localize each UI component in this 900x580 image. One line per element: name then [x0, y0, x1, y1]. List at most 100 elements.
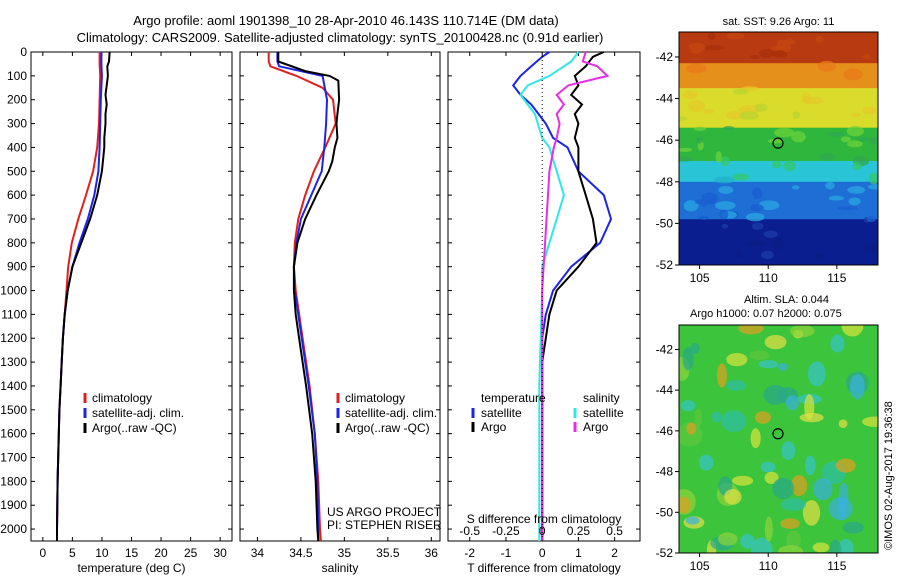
y-tick-label: 700	[7, 212, 27, 226]
sst-texture	[828, 195, 844, 201]
sst-texture	[721, 223, 729, 229]
sla-eddy	[780, 518, 800, 529]
sst-texture	[698, 215, 710, 220]
sst-texture	[715, 151, 722, 163]
y-tick-label: 2000	[0, 522, 27, 536]
y-tick-label: -48	[656, 175, 674, 189]
legend-label: climatology	[345, 391, 405, 405]
sst-texture	[679, 116, 687, 121]
sla-eddy	[804, 394, 815, 420]
sst-texture	[840, 136, 851, 143]
y-tick-label: -46	[656, 133, 674, 147]
x-axis-label: temperature (deg C)	[77, 561, 185, 575]
sla-eddy	[698, 454, 714, 471]
y-tick-label: -44	[656, 92, 674, 106]
sla-eddy	[694, 408, 703, 428]
sla-eddy	[812, 542, 830, 553]
y-tick-label: 1700	[0, 451, 27, 465]
sst-texture	[726, 32, 745, 40]
y-tick-label: 600	[7, 188, 27, 202]
sla-eddy	[780, 498, 806, 511]
sst-texture	[856, 136, 870, 142]
difference-panel: -2 -1 0 1 2T difference from climatology -0.5…	[447, 51, 641, 575]
sla-eddy	[738, 325, 764, 335]
map-field	[679, 325, 878, 553]
legend-label: satellite-adj. clim.	[92, 406, 184, 420]
sst-texture	[868, 172, 878, 185]
project-credit: US ARGO PROJECT	[327, 505, 442, 519]
sst-texture	[817, 60, 836, 72]
sla-eddy	[682, 347, 694, 371]
plot-frame	[447, 51, 641, 542]
x-tick-label: 5	[69, 546, 76, 560]
y-tick-label: -52	[656, 546, 674, 560]
sla-eddy	[754, 411, 771, 424]
sla-eddy	[764, 516, 773, 542]
map-title: Argo h1000: 0.07 h2000: 0.075	[690, 308, 842, 320]
sla-eddy	[842, 521, 864, 534]
sst-texture	[679, 156, 693, 162]
sla-eddy	[764, 334, 787, 350]
y-tick-label: -48	[656, 465, 674, 479]
sla-eddy	[789, 325, 815, 338]
sla-eddy	[849, 374, 865, 400]
x-tick-label: 115	[827, 559, 846, 573]
sla-eddy	[680, 400, 696, 412]
pi-credit: PI: STEPHEN RISER	[327, 518, 442, 532]
x-axis-label: salinity	[322, 561, 359, 575]
map-title: Altim. SLA: 0.044	[744, 294, 829, 306]
s-tick-label: 0.5	[606, 524, 623, 538]
sst-texture	[685, 63, 707, 74]
y-tick-label: 900	[7, 260, 27, 274]
sst-texture	[732, 88, 749, 95]
sst-texture	[791, 185, 800, 190]
y-tick-label: 1500	[0, 403, 27, 417]
sla-eddy	[804, 455, 816, 476]
temperature-panel: 0 5 10 15 20 25 300100200300400500600700800900…	[0, 45, 233, 575]
sla-eddy	[726, 352, 748, 367]
y-tick-label: -46	[656, 424, 674, 438]
y-tick-label: 0	[20, 45, 27, 59]
series-line	[277, 52, 341, 542]
sla-eddy	[679, 496, 691, 514]
y-tick-label: 1000	[0, 284, 27, 298]
sla-eddy	[802, 500, 821, 526]
map-frame	[678, 324, 879, 554]
sla-eddy	[711, 411, 722, 423]
sst-texture	[767, 138, 784, 144]
x-tick-label: 105	[690, 559, 710, 573]
sst-texture	[791, 131, 806, 143]
s-tick-label: 0	[539, 524, 546, 538]
map-field	[679, 32, 878, 265]
sst-texture	[714, 176, 736, 184]
sla-map-panel: 105 110 115 -52 -50 -48 -46 -44 -42 Altim. SLA: 0…	[656, 294, 879, 573]
sst-texture	[866, 215, 877, 223]
sst-texture	[734, 248, 743, 259]
x-tick-label: 34.5	[289, 546, 313, 560]
sst-texture	[792, 111, 801, 119]
sst-texture	[802, 91, 810, 104]
sst-texture	[772, 50, 788, 58]
x-tick-label: 2	[611, 546, 618, 560]
sla-eddy	[781, 441, 796, 461]
sst-texture	[751, 222, 764, 230]
salinity-panel: 34 34.5 35 35.5 36 salinity climatologysatelli…	[239, 51, 441, 575]
sla-eddy	[721, 410, 747, 432]
legend-label: Argo(..raw -QC)	[92, 421, 177, 435]
sla-eddy	[717, 532, 738, 546]
x-tick-label: 35.5	[376, 546, 400, 560]
x-tick-label: 34	[251, 546, 265, 560]
sst-texture	[773, 127, 795, 138]
x-tick-label: 0	[539, 546, 546, 560]
sla-eddy	[760, 461, 776, 473]
sla-eddy	[764, 471, 779, 484]
sst-texture	[723, 126, 735, 131]
sst-texture	[847, 140, 863, 148]
sst-texture	[696, 136, 704, 144]
sst-texture	[868, 136, 878, 145]
plot-frame	[30, 51, 233, 542]
sst-texture	[688, 100, 705, 112]
series-line	[56, 51, 111, 541]
series-line	[519, 51, 580, 541]
sla-eddy	[812, 478, 833, 501]
